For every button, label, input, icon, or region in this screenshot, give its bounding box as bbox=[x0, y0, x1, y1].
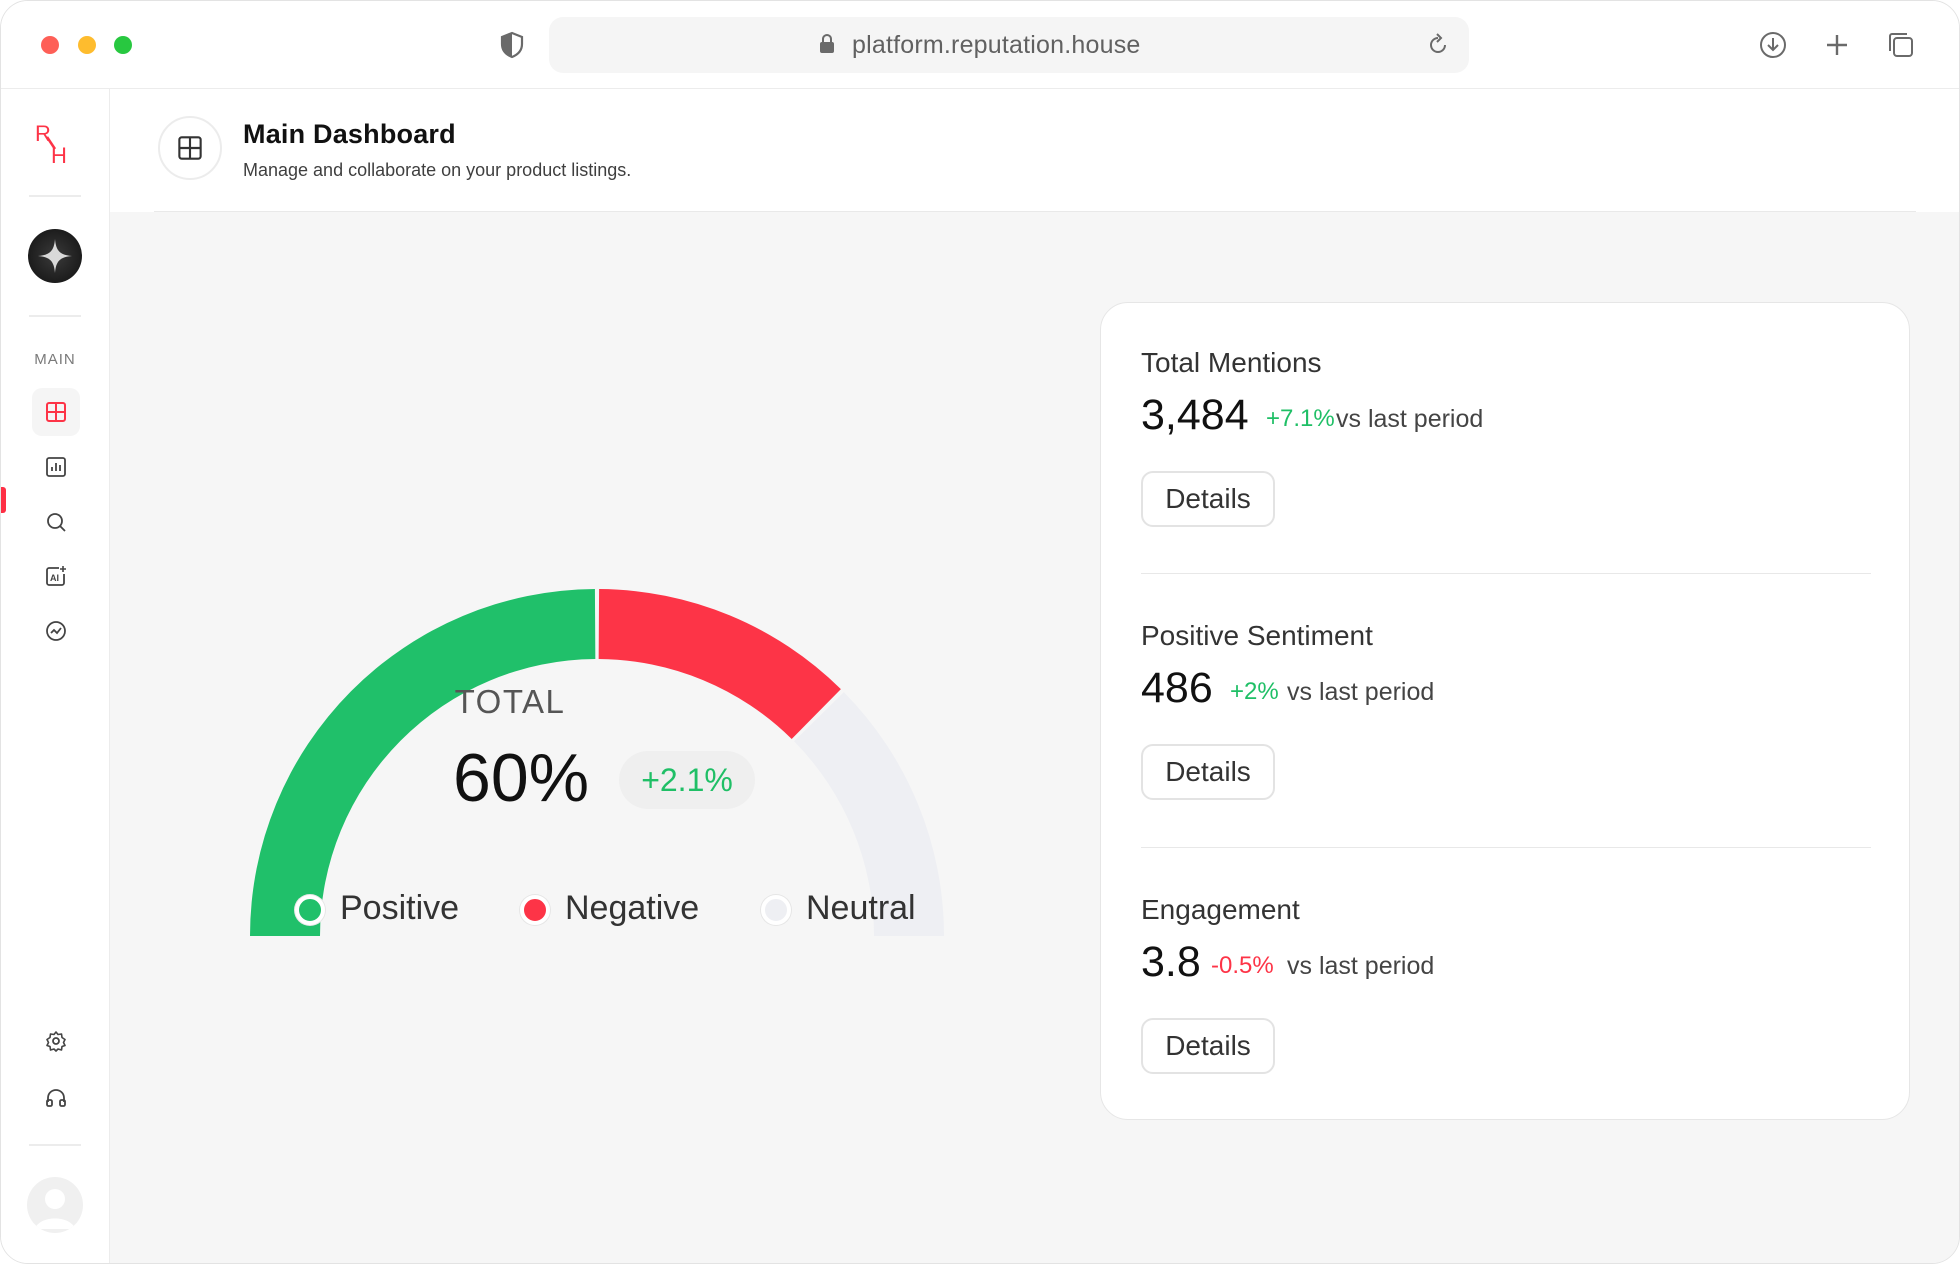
sidebar-item-search[interactable] bbox=[32, 498, 80, 546]
sentiment-gauge bbox=[250, 589, 944, 936]
stat-suffix: vs last period bbox=[1336, 405, 1484, 433]
search-icon bbox=[47, 513, 66, 532]
sidebar-item-settings[interactable] bbox=[32, 1017, 80, 1065]
browser-toolbar: platform.reputation.house bbox=[1, 1, 1959, 89]
stat-value: 3,484 bbox=[1141, 391, 1249, 439]
user-avatar[interactable] bbox=[27, 1177, 83, 1233]
page-title: Main Dashboard bbox=[243, 119, 456, 149]
stat-total-mentions: Total Mentions 3,484 +7.1% vs last perio… bbox=[1141, 347, 1871, 537]
maximize-window-button[interactable] bbox=[114, 36, 132, 54]
gauge-value: 60% bbox=[453, 740, 590, 816]
workspace-avatar[interactable] bbox=[28, 229, 82, 283]
gauge-segment-positive bbox=[250, 589, 596, 936]
stat-change: +2% bbox=[1230, 678, 1279, 705]
details-button[interactable]: Details bbox=[1141, 744, 1275, 800]
tabs-overview-icon[interactable] bbox=[1885, 29, 1917, 61]
legend-dot-positive bbox=[295, 895, 325, 925]
shield-icon[interactable] bbox=[499, 31, 525, 59]
legend-label: Positive bbox=[340, 889, 460, 927]
headphones-icon bbox=[46, 1089, 66, 1107]
legend-label: Negative bbox=[565, 889, 700, 927]
active-indicator bbox=[1, 487, 6, 513]
legend-item-positive: Positive bbox=[295, 885, 475, 935]
download-icon[interactable] bbox=[1757, 29, 1789, 61]
page-subtitle: Manage and collaborate on your product l… bbox=[243, 160, 632, 180]
ai-image-icon: AI bbox=[46, 566, 66, 586]
page-icon bbox=[158, 116, 222, 180]
sidebar-divider bbox=[29, 1144, 81, 1146]
stat-divider bbox=[1141, 573, 1871, 574]
gauge-label: TOTAL bbox=[454, 683, 566, 720]
user-icon bbox=[35, 1189, 75, 1229]
sidebar: R H MAIN bbox=[1, 89, 110, 1263]
stat-value: 3.8 bbox=[1141, 938, 1201, 986]
svg-text:H: H bbox=[51, 143, 67, 168]
sidebar-item-dashboard[interactable] bbox=[32, 388, 80, 436]
gauge-segment-neutral bbox=[794, 692, 944, 936]
sidebar-divider bbox=[29, 195, 81, 197]
legend-label: Neutral bbox=[806, 889, 916, 927]
main-content: Main Dashboard Manage and collaborate on… bbox=[110, 89, 1959, 1263]
bar-chart-icon bbox=[46, 457, 66, 477]
details-button[interactable]: Details bbox=[1141, 471, 1275, 527]
legend-dot-neutral bbox=[761, 895, 791, 925]
dashboard-grid-icon bbox=[178, 136, 202, 160]
trend-icon bbox=[46, 621, 66, 641]
stat-suffix: vs last period bbox=[1287, 678, 1435, 706]
stat-suffix: vs last period bbox=[1287, 952, 1435, 980]
dashboard-grid-icon bbox=[46, 402, 66, 422]
new-tab-icon[interactable] bbox=[1821, 29, 1853, 61]
sidebar-item-ai[interactable]: AI bbox=[32, 552, 80, 600]
gear-icon bbox=[46, 1031, 66, 1052]
sidebar-item-analytics[interactable] bbox=[32, 443, 80, 491]
gauge-segment-negative bbox=[598, 589, 841, 739]
address-bar[interactable]: platform.reputation.house bbox=[549, 17, 1469, 73]
details-button[interactable]: Details bbox=[1141, 1018, 1275, 1074]
sidebar-item-trends[interactable] bbox=[32, 607, 80, 655]
stats-card: Total Mentions 3,484 +7.1% vs last perio… bbox=[1100, 302, 1910, 1120]
gauge-change-badge: +2.1% bbox=[619, 751, 755, 809]
sidebar-item-support[interactable] bbox=[32, 1074, 80, 1122]
lock-icon bbox=[820, 34, 834, 53]
close-window-button[interactable] bbox=[41, 36, 59, 54]
stat-title: Total Mentions bbox=[1141, 347, 1322, 378]
stat-title: Engagement bbox=[1141, 894, 1300, 925]
reputation-house-logo[interactable]: R H bbox=[35, 119, 75, 169]
stat-value: 486 bbox=[1141, 664, 1213, 712]
stat-change: +7.1% bbox=[1266, 405, 1335, 432]
stat-change: -0.5% bbox=[1211, 952, 1274, 979]
minimize-window-button[interactable] bbox=[78, 36, 96, 54]
sidebar-divider bbox=[29, 315, 81, 317]
stat-title: Positive Sentiment bbox=[1141, 620, 1373, 651]
legend-item-neutral: Neutral bbox=[761, 885, 941, 935]
reload-icon[interactable] bbox=[1425, 32, 1451, 58]
star-icon bbox=[38, 239, 72, 273]
legend-item-negative: Negative bbox=[520, 885, 720, 935]
header-divider bbox=[154, 211, 1916, 212]
url-text: platform.reputation.house bbox=[852, 31, 1141, 59]
stat-positive-sentiment: Positive Sentiment 486 +2% vs last perio… bbox=[1141, 620, 1871, 810]
stat-divider bbox=[1141, 847, 1871, 848]
stat-engagement: Engagement 3.8 -0.5% vs last period Deta… bbox=[1141, 894, 1871, 1084]
svg-text:R: R bbox=[35, 121, 51, 146]
sidebar-section-label: MAIN bbox=[34, 351, 76, 368]
page-header: Main Dashboard Manage and collaborate on… bbox=[110, 89, 1959, 212]
legend-dot-negative bbox=[520, 895, 550, 925]
svg-text:AI: AI bbox=[50, 573, 59, 583]
